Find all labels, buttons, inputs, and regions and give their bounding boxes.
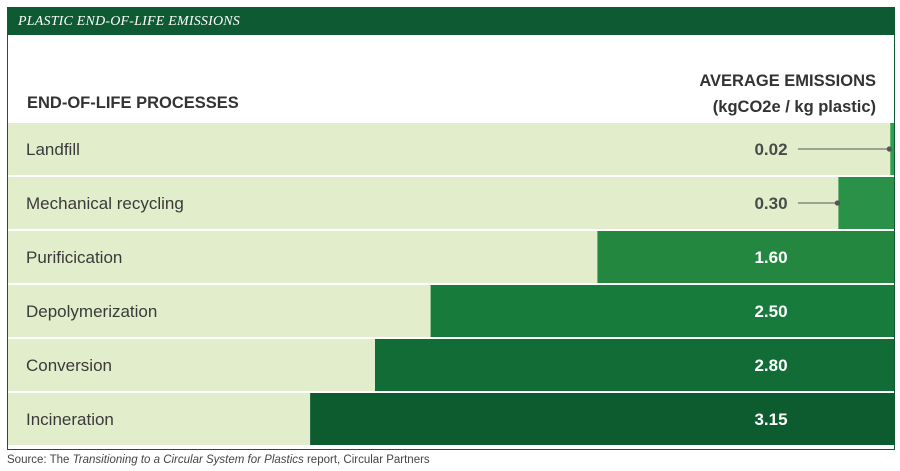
category-label-mechanical-recycling: Mechanical recycling [26,194,184,213]
category-label-landfill: Landfill [26,140,80,159]
value-label-conversion: 2.80 [754,356,787,375]
bar-chart: Landfill 0.02 Mechanical recycling 0.30 Puri… [8,123,894,445]
bar-purificication [597,231,894,283]
source-suffix: report, Circular Partners [303,454,430,466]
value-label-purificication: 1.60 [754,248,787,267]
category-label-purificication: Purificication [26,248,122,267]
bar-mechanical-recycling [838,177,894,229]
source-report-title: Transitioning to a Circular System for P… [72,454,304,466]
leader-dot-landfill [886,146,892,152]
category-label-depolymerization: Depolymerization [26,302,157,321]
row-background-mechanical-recycling [8,177,894,229]
value-header-line1: AVERAGE EMISSIONS [699,72,876,90]
category-label-conversion: Conversion [26,356,112,375]
value-header-line2: (kgCO2e / kg plastic) [712,98,876,116]
bar-incineration [310,393,894,445]
chart-frame: PLASTIC END-OF-LIFE EMISSIONS END-OF-LIF… [7,7,895,450]
leader-dot-mechanical-recycling [834,200,840,206]
category-label-incineration: Incineration [26,410,114,429]
category-column-header: END-OF-LIFE PROCESSES [27,94,239,112]
row-background-landfill [8,123,894,175]
value-label-depolymerization: 2.50 [754,302,787,321]
value-label-mechanical-recycling: 0.30 [754,194,787,213]
value-label-incineration: 3.15 [754,410,787,429]
bar-conversion [375,339,894,391]
bar-depolymerization [430,285,894,337]
value-label-landfill: 0.02 [754,140,787,159]
value-column-header: AVERAGE EMISSIONS (kgCO2e / kg plastic) [699,68,876,120]
source-prefix: Source: The [7,454,73,466]
chart-title: PLASTIC END-OF-LIFE EMISSIONS [8,8,894,35]
source-note: Source: The Transitioning to a Circular … [7,454,430,466]
bar-landfill [890,123,894,175]
